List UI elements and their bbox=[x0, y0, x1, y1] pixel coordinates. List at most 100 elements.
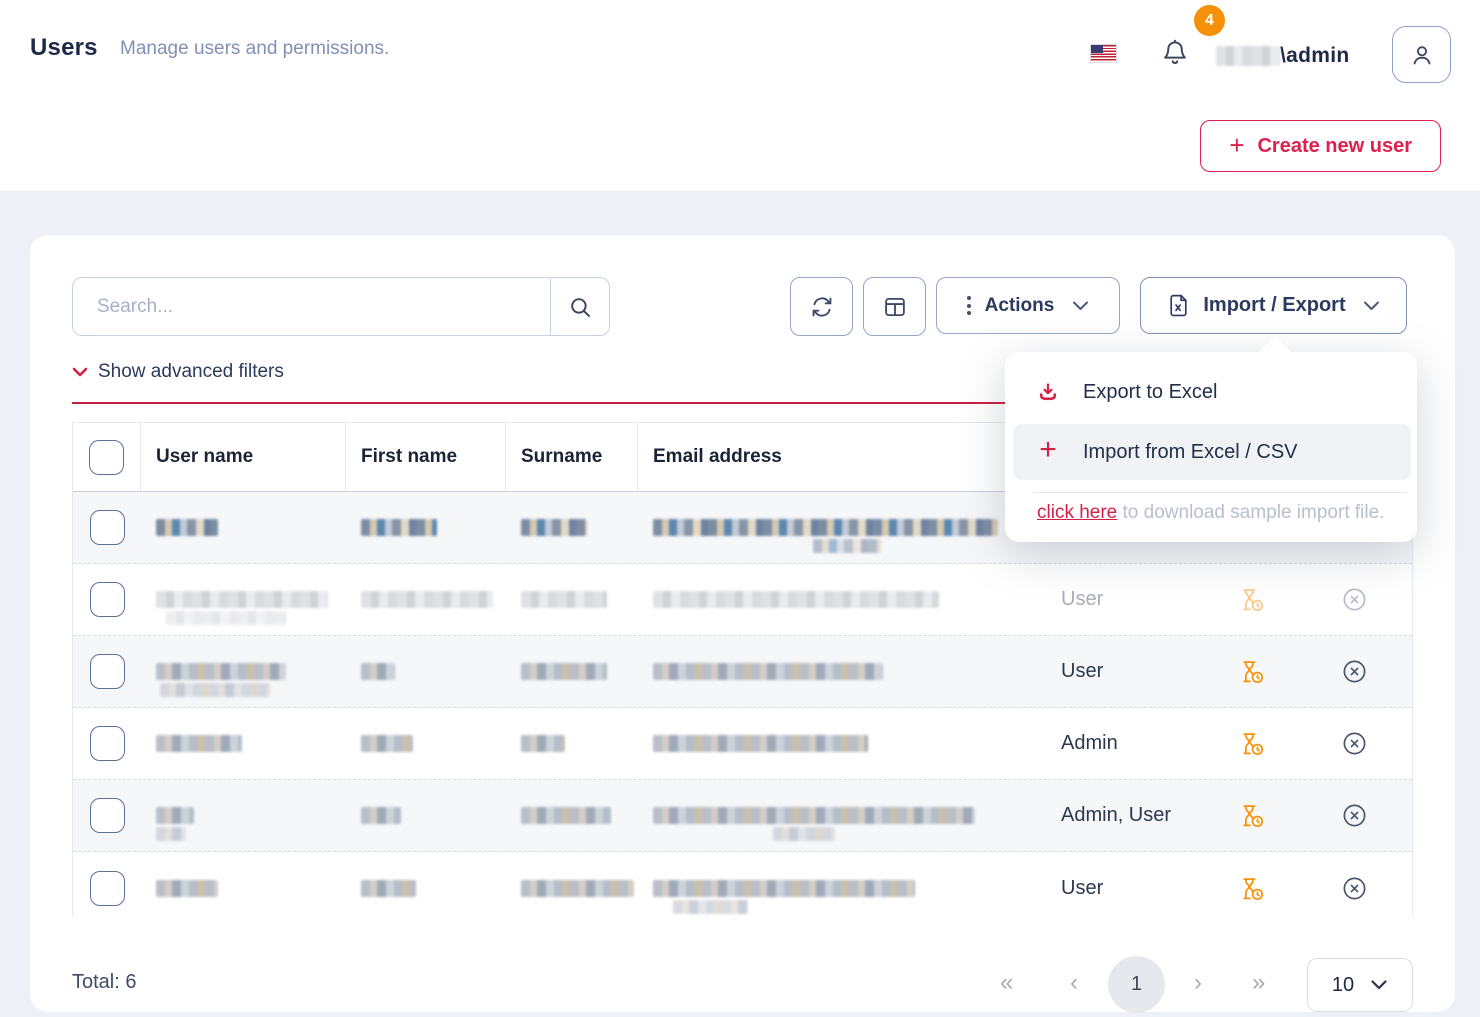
pending-cell bbox=[1206, 658, 1296, 685]
pagination-current-page[interactable]: 1 bbox=[1108, 956, 1165, 1013]
deactivate-user-icon[interactable] bbox=[1341, 658, 1368, 685]
page-subtitle: Manage users and permissions. bbox=[120, 38, 390, 59]
page-size-select[interactable]: 10 bbox=[1307, 958, 1413, 1012]
deactivate-user-icon[interactable] bbox=[1341, 730, 1368, 757]
pagination-prev-button[interactable]: ‹ bbox=[1070, 969, 1078, 996]
row-checkbox[interactable] bbox=[89, 510, 125, 545]
table-header: User name First name Surname Email addre… bbox=[73, 423, 1412, 492]
row-checkbox[interactable] bbox=[89, 654, 125, 689]
redacted-surname-cell bbox=[506, 879, 638, 897]
row-checkbox[interactable] bbox=[89, 726, 125, 761]
action-bar: + Create new user bbox=[0, 101, 1480, 192]
redacted-user-cell bbox=[141, 663, 346, 697]
row-select-cell bbox=[73, 510, 141, 545]
pending-cell bbox=[1206, 730, 1296, 757]
search-button[interactable] bbox=[550, 278, 609, 335]
pagination-next-button[interactable]: › bbox=[1194, 969, 1202, 996]
deactivate-user-icon[interactable] bbox=[1341, 802, 1368, 829]
redacted-surname-cell bbox=[506, 519, 638, 536]
filters-divider-line bbox=[72, 402, 1413, 404]
language-flag-us[interactable] bbox=[1090, 44, 1117, 63]
search-input[interactable] bbox=[73, 278, 550, 335]
table-row: User bbox=[73, 636, 1412, 708]
plus-icon: + bbox=[1229, 129, 1245, 160]
deactivate-cell bbox=[1296, 875, 1412, 902]
refresh-button[interactable] bbox=[790, 277, 853, 336]
show-advanced-filters-toggle[interactable]: Show advanced filters bbox=[72, 361, 284, 383]
menu-item-export-to-excel[interactable]: Export to Excel bbox=[1013, 364, 1411, 420]
pending-invitation-icon[interactable] bbox=[1238, 586, 1265, 613]
row-checkbox[interactable] bbox=[89, 582, 125, 617]
pagination-first-button[interactable]: « bbox=[1000, 969, 1013, 996]
deactivate-user-icon[interactable] bbox=[1341, 875, 1368, 902]
search-box bbox=[72, 277, 610, 336]
plus-icon: + bbox=[1039, 433, 1057, 466]
pending-invitation-icon[interactable] bbox=[1238, 875, 1265, 902]
total-count: Total: 6 bbox=[72, 971, 137, 993]
redacted-user-cell bbox=[141, 735, 346, 752]
row-select-cell bbox=[73, 654, 141, 689]
chevron-down-icon bbox=[1073, 301, 1089, 310]
pagination-last-button[interactable]: » bbox=[1252, 969, 1265, 996]
create-new-user-button[interactable]: + Create new user bbox=[1200, 120, 1441, 172]
table-row: User bbox=[73, 564, 1412, 636]
role-value: User bbox=[1061, 660, 1104, 682]
row-checkbox[interactable] bbox=[89, 870, 125, 906]
deactivate-cell bbox=[1296, 586, 1412, 613]
notification-count-badge[interactable]: 4 bbox=[1194, 5, 1225, 36]
profile-button[interactable] bbox=[1392, 26, 1451, 83]
page-title: Users bbox=[30, 34, 98, 61]
deactivate-user-icon[interactable] bbox=[1341, 586, 1368, 613]
logged-in-user: \admin bbox=[1216, 44, 1349, 68]
pending-cell bbox=[1206, 802, 1296, 829]
pending-invitation-icon[interactable] bbox=[1238, 730, 1265, 757]
import-export-dropdown-button[interactable]: Import / Export bbox=[1140, 277, 1407, 334]
header-email-address[interactable]: Email address bbox=[653, 446, 782, 467]
redacted-first-cell bbox=[346, 591, 506, 608]
menu-item-import-from-excel[interactable]: + Import from Excel / CSV bbox=[1013, 424, 1411, 480]
role-cell: User bbox=[1006, 588, 1206, 611]
notifications-bell-icon[interactable] bbox=[1160, 36, 1190, 70]
table-row: Admin bbox=[73, 708, 1412, 780]
actions-dropdown-button[interactable]: Actions bbox=[936, 277, 1120, 334]
role-value: User bbox=[1061, 876, 1104, 899]
column-settings-button[interactable] bbox=[863, 277, 926, 336]
flag-canton bbox=[1091, 45, 1103, 53]
table-body: User User Admin Admin, User User bbox=[73, 492, 1412, 924]
redacted-email-cell bbox=[638, 591, 1006, 608]
row-select-cell bbox=[73, 870, 141, 906]
table-row: User bbox=[73, 852, 1412, 924]
pending-invitation-icon[interactable] bbox=[1238, 658, 1265, 685]
row-checkbox[interactable] bbox=[89, 798, 125, 833]
search-icon bbox=[571, 297, 590, 317]
chevron-down-icon bbox=[1371, 980, 1387, 990]
redacted-email-cell bbox=[638, 519, 1006, 553]
chevron-down-icon bbox=[72, 367, 88, 376]
deactivate-cell bbox=[1296, 802, 1412, 829]
header-first-name[interactable]: First name bbox=[346, 423, 506, 491]
download-icon bbox=[1013, 380, 1083, 404]
actions-label: Actions bbox=[984, 294, 1055, 316]
row-select-cell bbox=[73, 726, 141, 761]
hint-text: to download sample import file. bbox=[1117, 502, 1385, 523]
redacted-surname-cell bbox=[506, 735, 638, 752]
header-user-name[interactable]: User name bbox=[141, 423, 346, 491]
redacted-user-cell bbox=[141, 519, 346, 536]
role-cell: Admin bbox=[1006, 732, 1206, 755]
row-select-cell bbox=[73, 798, 141, 833]
redacted-domain bbox=[1216, 46, 1280, 66]
role-cell: User bbox=[1006, 877, 1206, 900]
redacted-surname-cell bbox=[506, 591, 638, 608]
menu-divider bbox=[1033, 492, 1407, 493]
redacted-email-cell bbox=[638, 735, 1006, 752]
page-size-value: 10 bbox=[1331, 973, 1355, 996]
click-here-link[interactable]: click here bbox=[1037, 502, 1118, 523]
redacted-user-cell bbox=[141, 591, 346, 625]
deactivate-cell bbox=[1296, 658, 1412, 685]
export-to-excel-label: Export to Excel bbox=[1083, 380, 1218, 403]
pending-invitation-icon[interactable] bbox=[1238, 802, 1265, 829]
select-all-checkbox[interactable] bbox=[89, 439, 124, 475]
role-value: Admin, User bbox=[1061, 804, 1172, 826]
deactivate-cell bbox=[1296, 730, 1412, 757]
header-surname[interactable]: Surname bbox=[506, 423, 638, 491]
